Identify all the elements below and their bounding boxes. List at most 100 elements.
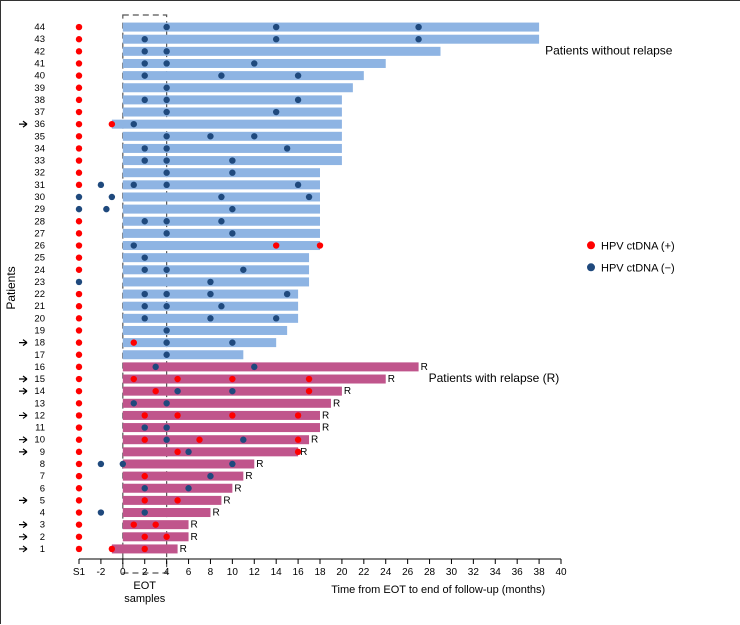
marker-negative — [306, 194, 312, 200]
y-tick-label: 10 — [34, 435, 45, 446]
patient-bar — [123, 423, 320, 432]
marker-positive — [76, 509, 82, 515]
y-axis-label: Patients — [4, 266, 18, 309]
legend-swatch — [587, 263, 595, 271]
marker-positive — [76, 145, 82, 151]
relapse-marker: R — [245, 471, 252, 482]
marker-positive — [76, 376, 82, 382]
marker-positive — [76, 412, 82, 418]
y-tick-label: 31 — [34, 180, 45, 191]
marker-positive — [76, 400, 82, 406]
y-tick-label: 29 — [34, 204, 45, 215]
marker-positive — [76, 364, 82, 370]
marker-negative — [218, 303, 224, 309]
marker-negative — [284, 145, 290, 151]
relapse-marker: R — [234, 483, 241, 494]
x-tick-label: 32 — [468, 567, 480, 578]
y-tick-label: 1 — [40, 544, 45, 555]
marker-negative — [229, 388, 235, 394]
x-axis-label: Time from EOT to end of follow-up (month… — [331, 584, 545, 596]
y-tick-label: 8 — [40, 459, 45, 470]
patient-bar — [123, 132, 342, 141]
y-tick-label: 28 — [34, 216, 45, 227]
marker-positive — [76, 24, 82, 30]
marker-negative — [163, 60, 169, 66]
y-tick-label: 41 — [34, 58, 45, 69]
x-tick-label: 8 — [208, 567, 214, 578]
marker-positive — [152, 388, 158, 394]
marker-negative — [142, 72, 148, 78]
x-tick-label: 26 — [402, 567, 414, 578]
marker-negative — [103, 206, 109, 212]
marker-negative — [295, 97, 301, 103]
marker-positive — [273, 242, 279, 248]
y-tick-label: 26 — [34, 241, 45, 252]
x-tick-label: 40 — [555, 567, 567, 578]
marker-negative — [163, 157, 169, 163]
marker-negative — [142, 254, 148, 260]
y-tick-label: 12 — [34, 410, 45, 421]
marker-negative — [163, 424, 169, 430]
marker-positive — [109, 121, 115, 127]
marker-negative — [163, 230, 169, 236]
patient-bar — [123, 23, 539, 32]
marker-negative — [131, 182, 137, 188]
marker-negative — [207, 315, 213, 321]
marker-negative — [218, 218, 224, 224]
x-tick-label: 10 — [227, 567, 239, 578]
patient-bar — [123, 411, 320, 420]
relapse-marker: R — [344, 386, 351, 397]
marker-positive — [109, 546, 115, 552]
patient-bar — [123, 71, 364, 80]
x-tick-label: 18 — [314, 567, 326, 578]
marker-positive — [295, 412, 301, 418]
marker-negative — [229, 339, 235, 345]
marker-negative — [142, 291, 148, 297]
relapse-marker: R — [191, 532, 198, 543]
y-tick-label: 39 — [34, 83, 45, 94]
y-tick-label: 20 — [34, 313, 45, 324]
y-tick-label: 27 — [34, 228, 45, 239]
marker-negative — [142, 157, 148, 163]
y-tick-label: 35 — [34, 131, 45, 142]
marker-negative — [163, 170, 169, 176]
marker-positive — [174, 449, 180, 455]
marker-negative — [98, 509, 104, 515]
y-tick-label: 33 — [34, 156, 45, 167]
patient-bar — [123, 180, 320, 189]
marker-negative — [163, 145, 169, 151]
x-tick-label: 12 — [249, 567, 261, 578]
patient-bar — [123, 95, 342, 104]
y-tick-label: 38 — [34, 95, 45, 106]
marker-negative — [251, 60, 257, 66]
marker-negative — [163, 133, 169, 139]
x-tick-label: -2 — [96, 567, 105, 578]
marker-negative — [240, 267, 246, 273]
marker-negative — [76, 194, 82, 200]
marker-positive — [76, 218, 82, 224]
marker-negative — [163, 327, 169, 333]
patient-bar — [123, 253, 309, 262]
y-tick-label: 9 — [40, 447, 45, 458]
marker-positive — [76, 339, 82, 345]
x-tick-label: 6 — [186, 567, 192, 578]
marker-positive — [76, 521, 82, 527]
relapse-marker: R — [322, 423, 329, 434]
marker-positive — [76, 72, 82, 78]
relapse-marker: R — [212, 508, 219, 519]
patient-bar — [123, 350, 243, 359]
marker-positive — [76, 473, 82, 479]
marker-negative — [218, 72, 224, 78]
marker-negative — [229, 461, 235, 467]
marker-positive — [76, 157, 82, 163]
marker-negative — [152, 364, 158, 370]
marker-positive — [76, 182, 82, 188]
marker-negative — [131, 242, 137, 248]
marker-positive — [174, 376, 180, 382]
y-tick-label: 5 — [40, 495, 45, 506]
patient-bar — [123, 472, 243, 481]
patient-bar — [123, 326, 287, 335]
patient-bar — [123, 375, 386, 384]
relapse-marker: R — [180, 544, 187, 555]
marker-positive — [76, 133, 82, 139]
